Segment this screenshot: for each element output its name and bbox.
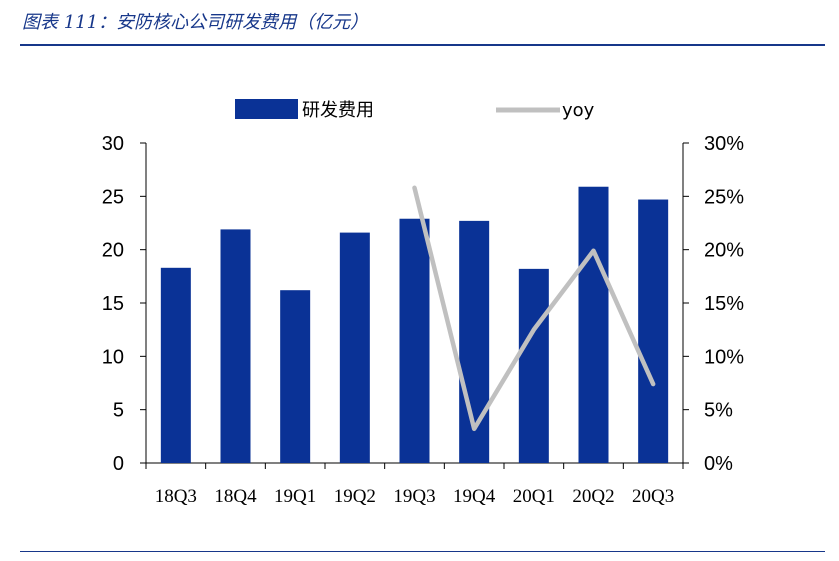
chart-axes: 0 5 10 15 20 25 30 0% 5% 10% 15% 20% 25% 30% 18Q3 18Q4 1…: [102, 133, 744, 507]
bar: [160, 267, 191, 463]
legend-line-label: yoy: [562, 100, 595, 121]
y-tick-label: 10: [102, 346, 124, 368]
legend-bar-label: 研发费用: [302, 100, 374, 121]
y-tick-label: 15: [102, 293, 124, 315]
bar: [518, 268, 549, 463]
y2-tick-label: 15%: [704, 293, 744, 315]
y-tick-label: 25: [102, 186, 124, 208]
bar: [280, 290, 311, 463]
bar: [220, 229, 251, 463]
legend: 研发费用 yoy: [235, 99, 595, 121]
y-tick-label: 30: [102, 133, 124, 155]
y-tick-label: 5: [113, 400, 124, 422]
y2-tick-label: 5%: [704, 400, 733, 422]
figure-title: 图表 111：安防核心公司研发费用（亿元）: [22, 12, 369, 33]
bar: [399, 218, 430, 463]
x-tick-label: 20Q1: [513, 486, 555, 507]
legend-bar-swatch: [235, 99, 298, 119]
x-tick-label: 19Q3: [393, 486, 435, 507]
x-tick-label: 19Q1: [274, 486, 316, 507]
x-tick-label: 18Q3: [155, 486, 197, 507]
bar: [339, 232, 370, 463]
title-divider: [20, 44, 825, 46]
x-tick-label: 20Q2: [572, 486, 614, 507]
y-tick-label: 0: [113, 453, 124, 475]
x-tick-label: 19Q4: [453, 486, 496, 507]
y2-tick-label: 30%: [704, 133, 744, 155]
bar: [578, 186, 609, 463]
y-tick-label: 20: [102, 240, 124, 262]
y2-tick-label: 0%: [704, 453, 733, 475]
x-tick-label: 18Q4: [214, 486, 257, 507]
line-series: [412, 185, 656, 432]
bar-series: [160, 186, 669, 464]
x-tick-label: 20Q3: [632, 486, 674, 507]
bar: [638, 199, 669, 464]
footer-divider: [20, 551, 825, 552]
y2-tick-label: 10%: [704, 346, 744, 368]
y2-tick-label: 20%: [704, 240, 744, 262]
x-tick-label: 19Q2: [334, 486, 376, 507]
y2-tick-label: 25%: [704, 186, 744, 208]
